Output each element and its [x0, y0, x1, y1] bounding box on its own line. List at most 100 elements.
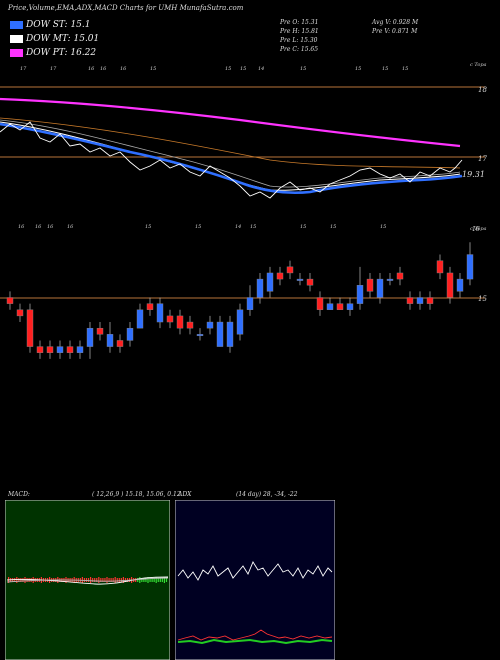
candle-body	[226, 321, 234, 347]
macd-hist-bar	[147, 577, 149, 583]
macd-hist-bar	[108, 578, 110, 582]
macd-panel	[5, 500, 170, 660]
ema-bottom-label: 15	[300, 224, 306, 230]
candle-body	[6, 297, 14, 304]
candle-body	[316, 297, 324, 310]
adx-line	[177, 638, 333, 645]
candle-body	[196, 334, 204, 337]
candle-body	[166, 315, 174, 323]
ema-top-label: 16	[88, 66, 95, 72]
ema-bottom-label: 15	[145, 224, 151, 230]
candle-body	[176, 315, 184, 329]
candle-body	[436, 260, 444, 274]
ema-panel: 17 17 16 16 16 15 15 15 14 15 15 15 15 c Topa 18 17 …	[0, 62, 487, 230]
candle-body	[186, 321, 194, 329]
candle-body	[106, 334, 114, 347]
ohlc-close: Pre C: 15.65	[280, 46, 319, 53]
ema-price-label: 19.31	[462, 170, 485, 179]
macd-hist-bar	[96, 578, 98, 582]
ema-orange-line	[0, 117, 461, 169]
ema-bottom-label: 15	[195, 224, 201, 230]
candle-body	[86, 327, 94, 347]
macd-hist-bar	[94, 578, 96, 582]
macd-signal-line	[6, 577, 169, 583]
candle-body	[236, 309, 244, 335]
candle-body	[456, 278, 464, 292]
ema-st-line	[0, 122, 463, 195]
ema-bottom-label: 15	[380, 224, 386, 230]
macd-hist-bar	[157, 578, 159, 582]
candle-body	[356, 285, 364, 304]
macd-hist-bar	[100, 578, 102, 582]
ema-top-label: 14	[258, 66, 264, 72]
candle-body	[116, 340, 124, 347]
legend-pt: DOW PT: 16.22	[10, 48, 96, 61]
ohlc-open: Pre O: 15.31	[280, 19, 319, 26]
candle-body	[146, 303, 154, 310]
ohlc-high: Pre H: 15.81	[280, 28, 319, 35]
candle-body	[36, 346, 44, 353]
macd-hist-bar	[141, 578, 143, 582]
macd-hist-bar	[112, 578, 114, 582]
chart-title: Price,Volume,EMA,ADX,MACD Charts for UMH…	[8, 4, 244, 12]
ema-top-label: 15	[150, 66, 156, 72]
ema-bottom-label: 15	[330, 224, 336, 230]
macd-hist-bar	[110, 578, 112, 582]
legend-st-swatch	[10, 20, 23, 29]
macd-hist-bar	[145, 578, 147, 582]
adx-values: (14 day) 28, -34, -22	[236, 491, 298, 498]
macd-hist-bar	[106, 577, 108, 583]
ema-bottom-label: 15	[250, 224, 256, 230]
candle-body	[126, 327, 134, 341]
macd-hist-bar	[139, 577, 141, 583]
candle-body	[206, 321, 214, 329]
candle-body	[136, 309, 144, 329]
adx-panel	[175, 500, 335, 660]
adx-panel-bg	[175, 500, 335, 660]
ema-top-label: 15	[225, 66, 231, 72]
candle-axis-15: 15	[478, 295, 487, 303]
ema-axis-17: 17	[478, 155, 487, 163]
candle-panel: c Topa 16 15	[0, 226, 487, 359]
macd-hist-bar	[98, 577, 100, 583]
macd-hist-bar	[102, 578, 104, 582]
candle-body	[216, 321, 224, 347]
ema-top-label: 15	[300, 66, 306, 72]
ema-bottom-label: 16	[67, 224, 74, 230]
macd-hist-bar	[92, 578, 94, 582]
ema-bottom-label: 14	[235, 224, 241, 230]
ohlc-avg-volume: Avg V: 0.928 M	[372, 19, 419, 26]
candle-body	[266, 272, 274, 292]
candle-body	[416, 297, 424, 304]
candle-body	[46, 346, 54, 353]
macd-hist-bar	[153, 578, 155, 582]
legend-st-label: DOW ST: 15.1	[26, 20, 91, 30]
candle-body	[26, 309, 34, 347]
ema-pt-line	[0, 97, 461, 148]
candle-axis-16: 16	[472, 226, 480, 233]
macd-hist-bar	[116, 578, 118, 582]
adx-di-minus-line	[177, 629, 333, 641]
macd-hist-bar	[165, 578, 168, 582]
macd-hist-bar	[87, 578, 90, 582]
candle-body	[76, 346, 84, 353]
candle-body	[296, 278, 304, 281]
macd-hist-bar	[124, 578, 127, 582]
ema-price-line	[0, 121, 463, 199]
macd-hist-bar	[159, 578, 161, 582]
candle-body	[276, 272, 284, 280]
ema-top-label: 15	[355, 66, 361, 72]
macd-hist-bar	[90, 577, 92, 583]
legend-st: DOW ST: 15.1	[10, 20, 91, 33]
macd-hist-bar	[151, 578, 153, 582]
candle-body	[366, 278, 374, 292]
ema-top-label: 15	[382, 66, 388, 72]
candle-body	[56, 346, 64, 353]
legend-pt-swatch	[10, 48, 23, 57]
ema-top-label: 17	[20, 66, 27, 72]
candle-body	[326, 303, 334, 310]
candle-body	[446, 272, 454, 298]
candle-body	[396, 272, 404, 280]
candle-body	[16, 309, 24, 317]
ema-right-top: c Topa	[470, 62, 487, 68]
